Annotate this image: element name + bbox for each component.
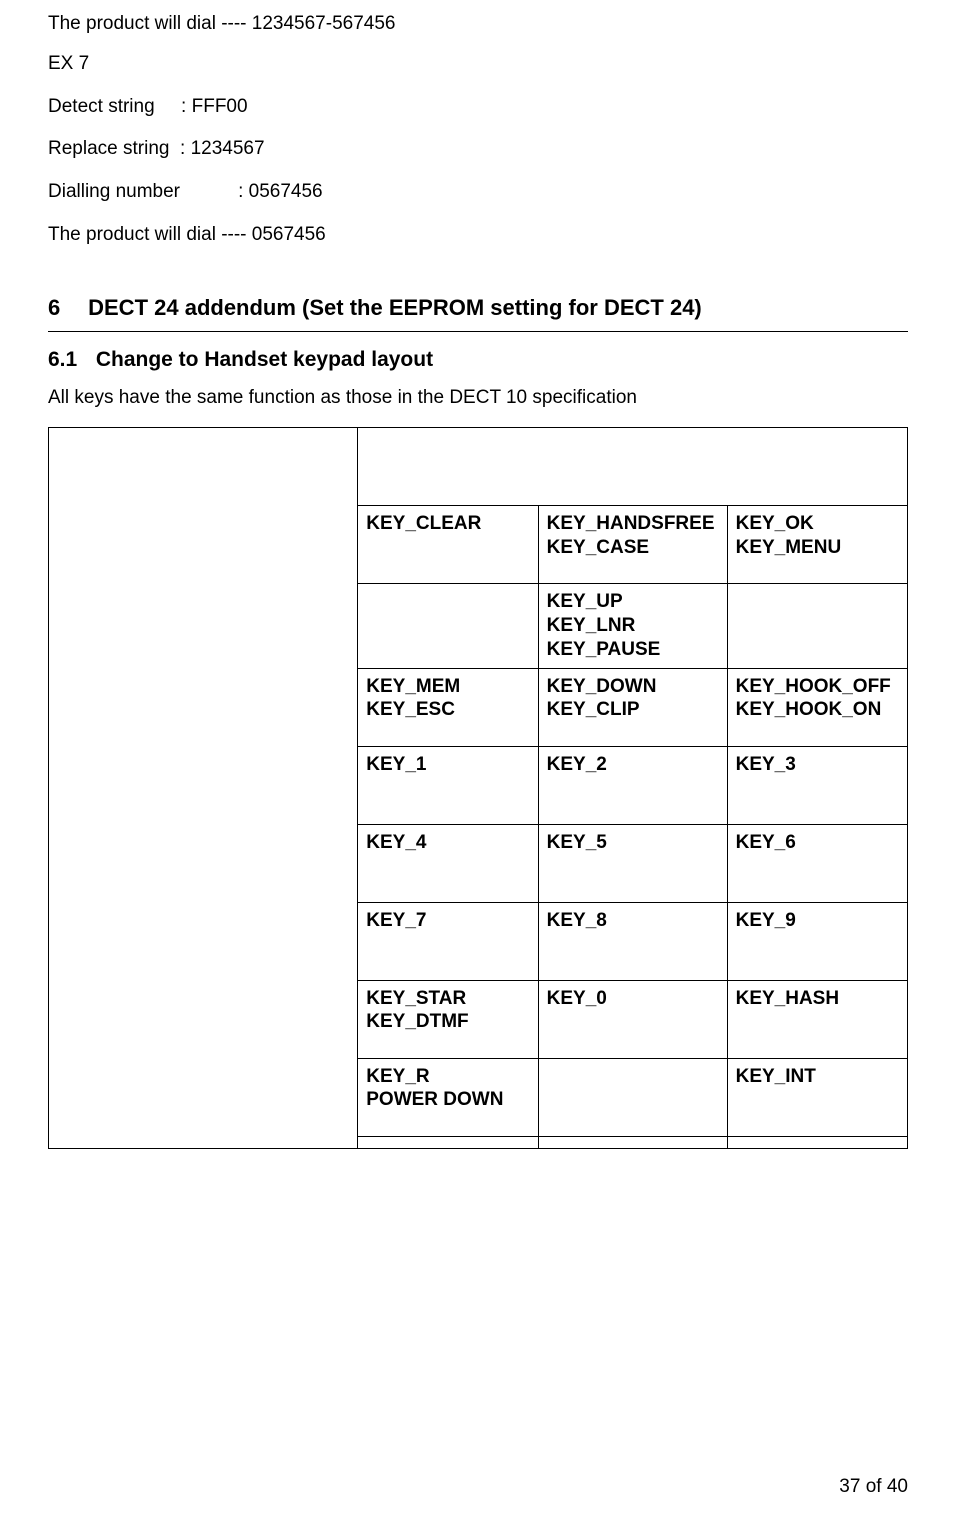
table-cell: KEY_DOWNKEY_CLIP [538, 668, 727, 746]
table-cell: KEY_RPOWER DOWN [358, 1058, 538, 1136]
table-cell: KEY_MEMKEY_ESC [358, 668, 538, 746]
cell-line: KEY_MEM [366, 675, 529, 699]
cell-line: KEY_8 [547, 909, 719, 933]
cell-line: KEY_HASH [736, 987, 899, 1011]
page-footer: 37 of 40 [839, 1476, 908, 1498]
section-6-number: 6 [48, 295, 82, 321]
cell-line: KEY_1 [366, 753, 529, 777]
table-cell: KEY_0 [538, 980, 727, 1058]
table-cell: KEY_6 [727, 824, 907, 902]
cell-line: KEY_OK [736, 512, 899, 536]
table-cell: KEY_9 [727, 902, 907, 980]
detect-label: Detect string [48, 96, 155, 117]
table-cell: KEY_3 [727, 746, 907, 824]
table-cell: KEY_INT [727, 1058, 907, 1136]
cell-line: KEY_UP [547, 590, 719, 614]
table-cell: KEY_2 [538, 746, 727, 824]
detect-line: Detect string : FFF00 [48, 95, 908, 119]
intro-result-prev: The product will dial ---- 1234567-56745… [48, 12, 908, 36]
table-cell: KEY_HANDSFREEKEY_CASE [538, 506, 727, 584]
table-bottom-blank [358, 1136, 538, 1148]
cell-line: KEY_9 [736, 909, 899, 933]
section-6-1-heading: 6.1 Change to Handset keypad layout [48, 348, 908, 372]
table-cell: KEY_4 [358, 824, 538, 902]
cell-line: KEY_CLEAR [366, 512, 529, 536]
cell-line: KEY_INT [736, 1065, 899, 1089]
table-cell [358, 584, 538, 668]
table-cell: KEY_HOOK_OFFKEY_HOOK_ON [727, 668, 907, 746]
cell-line: KEY_7 [366, 909, 529, 933]
replace-label: Replace string [48, 138, 169, 159]
table-cell: KEY_7 [358, 902, 538, 980]
section-6-title: DECT 24 addendum (Set the EEPROM setting… [88, 295, 702, 320]
keypad-table: KEY_CLEARKEY_HANDSFREEKEY_CASEKEY_OKKEY_… [48, 427, 908, 1148]
cell-line: KEY_MENU [736, 536, 899, 560]
cell-line: KEY_HOOK_ON [736, 698, 899, 722]
cell-line: KEY_R [366, 1065, 529, 1089]
cell-line: KEY_2 [547, 753, 719, 777]
page-current: 37 [839, 1476, 860, 1497]
cell-line: KEY_3 [736, 753, 899, 777]
table-top-blank [358, 428, 908, 506]
section-6-heading: 6 DECT 24 addendum (Set the EEPROM setti… [48, 295, 908, 321]
table-bottom-blank [727, 1136, 907, 1148]
dialling-line: Dialling number : 0567456 [48, 180, 908, 204]
result-line: The product will dial ---- 0567456 [48, 223, 908, 247]
table-cell: KEY_CLEAR [358, 506, 538, 584]
section-6-1-number: 6.1 [48, 348, 90, 372]
handset-image-placeholder [49, 428, 358, 1148]
cell-line: POWER DOWN [366, 1088, 529, 1112]
cell-line: KEY_0 [547, 987, 719, 1011]
cell-line: KEY_5 [547, 831, 719, 855]
dialling-value: 0567456 [249, 181, 323, 202]
cell-line: KEY_CASE [547, 536, 719, 560]
table-cell: KEY_5 [538, 824, 727, 902]
cell-line: KEY_STAR [366, 987, 529, 1011]
section-6-1-title: Change to Handset keypad layout [96, 348, 433, 371]
section-6-rule [48, 331, 908, 332]
table-cell: KEY_OKKEY_MENU [727, 506, 907, 584]
page-total: 40 [887, 1476, 908, 1497]
cell-line: KEY_HANDSFREE [547, 512, 719, 536]
page: The product will dial ---- 1234567-56745… [0, 0, 956, 1524]
replace-line: Replace string : 1234567 [48, 137, 908, 161]
cell-line: KEY_DTMF [366, 1010, 529, 1034]
detect-value: FFF00 [192, 96, 248, 117]
table-cell: KEY_HASH [727, 980, 907, 1058]
cell-line: KEY_6 [736, 831, 899, 855]
cell-line: KEY_PAUSE [547, 638, 719, 662]
page-of: of [866, 1476, 882, 1497]
table-cell: KEY_1 [358, 746, 538, 824]
dialling-label: Dialling number [48, 181, 180, 202]
cell-line: KEY_DOWN [547, 675, 719, 699]
table-bottom-blank [538, 1136, 727, 1148]
table-cell: KEY_STARKEY_DTMF [358, 980, 538, 1058]
table-cell: KEY_8 [538, 902, 727, 980]
table-cell [538, 1058, 727, 1136]
cell-line: KEY_4 [366, 831, 529, 855]
section-6-1-note: All keys have the same function as those… [48, 386, 908, 410]
table-cell [727, 584, 907, 668]
replace-value: 1234567 [191, 138, 265, 159]
cell-line: KEY_LNR [547, 614, 719, 638]
example-label: EX 7 [48, 52, 908, 76]
cell-line: KEY_HOOK_OFF [736, 675, 899, 699]
table-cell: KEY_UPKEY_LNRKEY_PAUSE [538, 584, 727, 668]
cell-line: KEY_ESC [366, 698, 529, 722]
cell-line: KEY_CLIP [547, 698, 719, 722]
